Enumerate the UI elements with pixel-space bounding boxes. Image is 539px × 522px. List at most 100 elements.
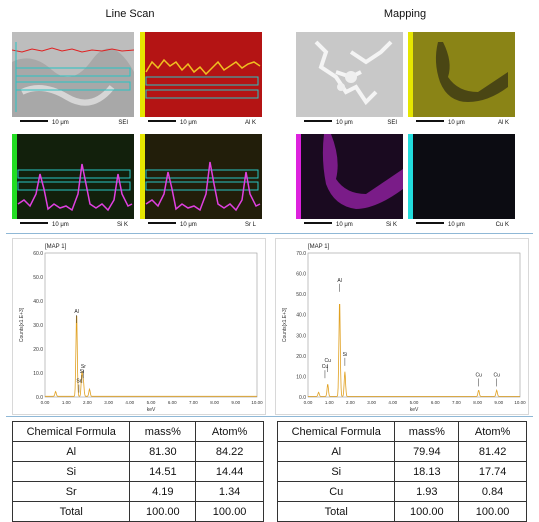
section-divider — [6, 233, 533, 234]
x-tick-label: 6.00 — [168, 400, 177, 405]
si-mapping-image — [296, 134, 403, 219]
y-tick-label: 20.0 — [296, 354, 306, 360]
table-row: Sr 4.19 1.34 — [11, 481, 264, 502]
spectrum-chart: [MAP 1]70.0 60.0 50.0 40.0 30.0 20.0 10.0 0.00.… — [282, 244, 526, 413]
composition-table-mapping: Chemical Formula mass% Atom% Al 79.94 81.4… — [276, 421, 527, 522]
x-tick-label: 2.00 — [83, 400, 92, 405]
panel-label: Cu K — [495, 222, 509, 228]
line-scan-sei-panel: 10 μm SEI — [12, 32, 134, 127]
x-tick-label: 9.00 — [231, 400, 240, 405]
panel-label: SEI — [387, 120, 397, 126]
y-tick-label: 0.0 — [299, 395, 306, 401]
x-tick-label: 1.00 — [62, 400, 71, 405]
peak-label: Sr — [76, 379, 81, 385]
x-tick-label: 4.00 — [125, 400, 134, 405]
plot-frame — [44, 252, 258, 398]
cu-mapping-image — [408, 134, 515, 219]
y-tick-label: 30.0 — [296, 333, 306, 339]
x-tick-label: 0.00 — [304, 400, 313, 405]
panel-label: Sr L — [244, 222, 256, 228]
line-scan-al-panel: 10 μm Al K — [140, 32, 262, 127]
panel-label: SEI — [118, 120, 128, 126]
table-cell: 1.34 — [195, 481, 264, 502]
x-tick-label: 4.00 — [388, 400, 397, 405]
line-scan-sr-panel: 10 μm Sr L — [140, 134, 262, 229]
table-cell: Al — [276, 441, 396, 462]
x-tick-label: 0.00 — [41, 400, 50, 405]
table-cell: 81.30 — [129, 441, 197, 462]
si-map-image — [12, 134, 134, 219]
y-tick-label: 50.0 — [296, 292, 306, 298]
table-row: Cu 1.93 0.84 — [276, 481, 527, 502]
peak-label: Si — [343, 352, 347, 358]
table-cell: 17.74 — [458, 461, 527, 482]
table-cell: 100.00 — [458, 501, 527, 522]
y-tick-label: 40.0 — [33, 299, 43, 305]
table-row: Si 18.13 17.74 — [276, 461, 527, 482]
mapping-header: Mapping — [383, 8, 427, 20]
y-tick-label: 70.0 — [296, 251, 306, 257]
peak-label: Cu — [493, 372, 500, 378]
table-cell: Al — [11, 441, 131, 462]
section-divider — [6, 416, 533, 417]
peak-label: Sr — [81, 364, 86, 370]
y-tick-label: 40.0 — [296, 313, 306, 319]
table-header-cell: Atom% — [458, 421, 527, 442]
x-axis-label: keV — [147, 407, 156, 413]
table-cell: Cu — [276, 481, 396, 502]
sei-mapping-image — [296, 32, 403, 117]
x-axis-label: keV — [410, 407, 419, 413]
panel-label: Al K — [244, 120, 256, 126]
line-scan-header: Line Scan — [105, 8, 155, 20]
table-row: Al 81.30 84.22 — [11, 441, 264, 462]
table-header-cell: Chemical Formula — [276, 421, 396, 442]
table-row: Total 100.00 100.00 — [11, 501, 264, 522]
table-header-cell: mass% — [129, 421, 197, 442]
table-header-cell: Atom% — [195, 421, 264, 442]
table-cell: 14.44 — [195, 461, 264, 482]
composition-table-line-scan: Chemical Formula mass% Atom% Al 81.30 84.2… — [11, 421, 264, 522]
table-header-cell: Chemical Formula — [11, 421, 131, 442]
table-header-row: Chemical Formula mass% Atom% — [276, 421, 527, 442]
table-row: Si 14.51 14.44 — [11, 461, 264, 482]
x-tick-label: 10.00 — [251, 400, 263, 405]
table-header-row: Chemical Formula mass% Atom% — [11, 421, 264, 442]
x-tick-label: 7.00 — [189, 400, 198, 405]
sr-map-image — [140, 134, 262, 219]
y-tick-label: 50.0 — [33, 275, 43, 281]
table-row: Total 100.00 100.00 — [276, 501, 527, 522]
x-tick-label: 8.00 — [210, 400, 219, 405]
table-cell: 100.00 — [129, 501, 197, 522]
table-cell: 18.13 — [394, 461, 460, 482]
x-tick-label: 7.00 — [452, 400, 461, 405]
mapping-cu-panel: 10 μm Cu K — [408, 134, 515, 229]
table-cell: 14.51 — [129, 461, 197, 482]
y-axis-label: Counts[x1.E+3] — [282, 307, 288, 342]
spectrum-title: [MAP 1] — [308, 244, 330, 250]
mapping-si-panel: 10 μm Si K — [296, 134, 403, 229]
peak-label: Cu — [475, 372, 482, 378]
x-tick-label: 1.00 — [325, 400, 334, 405]
table-cell: Si — [276, 461, 396, 482]
x-tick-label: 10.00 — [514, 400, 526, 405]
spectrum-chart: [MAP 1]60.0 50.0 40.0 30.0 20.0 10.0 0.00.00 1.… — [19, 244, 263, 413]
x-tick-label: 8.00 — [473, 400, 482, 405]
peak-label: Cu — [325, 358, 332, 364]
x-tick-label: 3.00 — [367, 400, 376, 405]
table-cell: 81.42 — [458, 441, 527, 462]
x-tick-label: 3.00 — [104, 400, 113, 405]
eds-spectrum-mapping: [MAP 1] 70.0 60.0 50.0 40.0 30.0 20.0 10.0 0.0 0.… — [275, 238, 529, 415]
table-cell: Total — [11, 501, 131, 522]
table-cell: 100.00 — [195, 501, 264, 522]
y-tick-label: 10.0 — [296, 374, 306, 380]
table-cell: 0.84 — [458, 481, 527, 502]
panel-label: Si K — [385, 222, 397, 228]
x-tick-label: 5.00 — [410, 400, 419, 405]
al-map-image — [140, 32, 262, 117]
spectrum-line — [308, 304, 520, 397]
table-cell: 4.19 — [129, 481, 197, 502]
y-axis-label: Counts[x1.E+3] — [19, 307, 25, 342]
sei-micrograph-image — [12, 32, 134, 117]
y-tick-label: 20.0 — [33, 347, 43, 353]
x-tick-label: 9.00 — [494, 400, 503, 405]
